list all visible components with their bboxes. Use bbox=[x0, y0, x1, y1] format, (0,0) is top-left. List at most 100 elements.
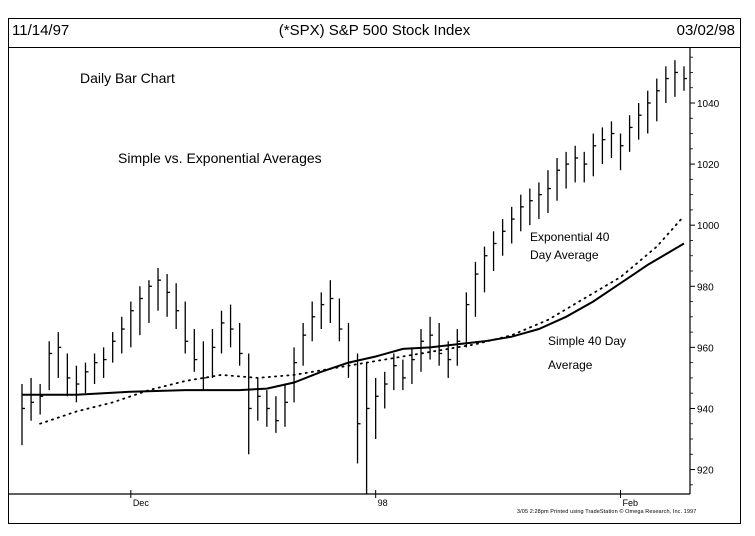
price-bars bbox=[21, 60, 687, 494]
chart-subtitle: Simple vs. Exponential Averages bbox=[118, 150, 322, 166]
price-bar bbox=[320, 292, 325, 330]
sma-label-line2: Average bbox=[548, 358, 593, 372]
price-bar bbox=[511, 206, 515, 244]
price-bar bbox=[275, 396, 279, 433]
y-tick-label: 1040 bbox=[697, 99, 720, 110]
price-bar bbox=[547, 170, 551, 213]
price-bar bbox=[257, 377, 261, 421]
price-bar bbox=[248, 353, 252, 455]
y-tick-label: 960 bbox=[697, 343, 714, 354]
price-bar bbox=[402, 359, 406, 391]
price-bar bbox=[148, 280, 152, 323]
price-bar bbox=[628, 115, 633, 152]
price-bar bbox=[57, 332, 62, 378]
price-bar bbox=[601, 127, 606, 165]
price-bar bbox=[347, 322, 352, 378]
price-bar bbox=[157, 267, 162, 311]
price-bar bbox=[683, 66, 687, 91]
price-bar bbox=[647, 90, 651, 134]
price-bar bbox=[266, 390, 270, 427]
price-bar bbox=[365, 362, 370, 494]
price-bar bbox=[447, 341, 452, 378]
end-date: 03/02/98 bbox=[676, 22, 735, 39]
price-bar bbox=[492, 231, 497, 271]
price-bar bbox=[356, 353, 361, 464]
price-bar bbox=[84, 362, 89, 394]
x-tick-label: Dec bbox=[133, 498, 150, 508]
price-bar bbox=[302, 322, 307, 366]
price-bar bbox=[229, 304, 234, 348]
chart-title: (*SPX) S&P 500 Stock Index bbox=[278, 22, 471, 39]
price-bar bbox=[384, 371, 388, 409]
start-date: 11/14/97 bbox=[12, 22, 70, 39]
price-bar bbox=[656, 78, 660, 122]
y-tick-label: 1000 bbox=[697, 221, 720, 232]
price-bar bbox=[638, 102, 642, 140]
sma-line bbox=[22, 242, 685, 396]
price-bar bbox=[465, 292, 470, 348]
price-bar bbox=[175, 283, 180, 330]
price-bar bbox=[529, 188, 533, 226]
price-bar bbox=[674, 60, 678, 97]
price-bar bbox=[610, 121, 615, 158]
price-bar bbox=[284, 384, 288, 427]
price-bar bbox=[574, 145, 579, 183]
price-bar bbox=[75, 365, 80, 403]
price-bar bbox=[238, 322, 243, 366]
price-bar bbox=[429, 316, 434, 360]
y-tick-label: 980 bbox=[697, 282, 714, 293]
price-bar bbox=[583, 151, 588, 183]
price-bar bbox=[456, 329, 461, 366]
price-bar bbox=[375, 377, 379, 440]
price-bar bbox=[30, 377, 35, 421]
price-bar bbox=[139, 286, 143, 336]
price-bar bbox=[556, 157, 561, 201]
printing-credit: 3/05 2:28pm Printed using TradeStation ©… bbox=[517, 509, 697, 515]
price-bar bbox=[501, 219, 506, 256]
price-bar bbox=[184, 301, 189, 354]
price-bar bbox=[211, 329, 216, 378]
price-bar bbox=[338, 298, 343, 342]
ema-line bbox=[39, 215, 685, 425]
price-bar bbox=[393, 353, 397, 391]
price-bar bbox=[520, 194, 524, 232]
sma-label-line1: Simple 40 Day bbox=[548, 334, 626, 348]
x-axis-ticks: Dec 98 Feb bbox=[130, 490, 639, 508]
price-bar bbox=[311, 301, 316, 342]
price-bar bbox=[619, 133, 624, 171]
price-bar bbox=[411, 347, 415, 385]
price-bar bbox=[130, 301, 134, 348]
price-bar bbox=[474, 261, 479, 317]
price-bar bbox=[438, 322, 443, 366]
y-tick-label: 940 bbox=[697, 404, 714, 415]
price-bar bbox=[202, 341, 207, 391]
ema-label-line2: Day Average bbox=[530, 248, 599, 262]
x-tick-label: 98 bbox=[378, 498, 388, 508]
chart-kind-label: Daily Bar Chart bbox=[80, 70, 175, 86]
price-bar bbox=[665, 66, 669, 103]
price-bar bbox=[483, 246, 488, 293]
x-tick-label: Feb bbox=[623, 498, 639, 508]
price-bar bbox=[329, 280, 334, 323]
price-bar bbox=[93, 353, 98, 385]
moving-averages bbox=[22, 215, 685, 425]
price-bar bbox=[193, 329, 198, 372]
price-bar bbox=[592, 133, 597, 177]
price-bar bbox=[121, 316, 125, 354]
chart-frame bbox=[8, 18, 741, 524]
price-bar bbox=[21, 384, 25, 446]
price-bar bbox=[39, 384, 44, 415]
price-bar bbox=[66, 353, 71, 397]
price-bar bbox=[112, 332, 116, 363]
price-bar bbox=[420, 329, 425, 372]
price-bar bbox=[48, 341, 53, 391]
y-tick-label: 1020 bbox=[697, 160, 720, 171]
y-tick-label: 920 bbox=[697, 466, 714, 477]
price-bar bbox=[166, 274, 171, 317]
price-bar bbox=[220, 310, 225, 354]
price-bar bbox=[565, 151, 570, 189]
y-axis-ticks: 920 940 960 980 1000 1020 1040 bbox=[690, 56, 720, 486]
price-bar bbox=[102, 347, 107, 378]
chart-header: 11/14/97 (*SPX) S&P 500 Stock Index 03/0… bbox=[8, 18, 741, 48]
